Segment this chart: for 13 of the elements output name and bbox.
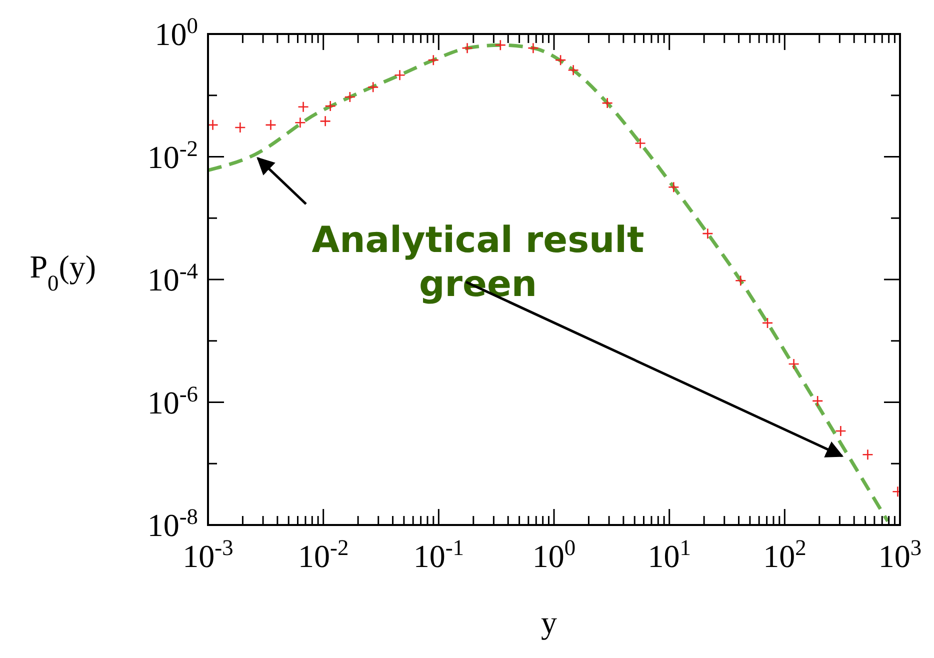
- y-tick-label: 10$^{-4}$: [147, 258, 198, 298]
- x-tick-label: 10$^{-2}$: [298, 534, 349, 574]
- x-axis-title: y: [541, 604, 557, 640]
- x-tick-label: 10$^{2}$: [763, 534, 806, 574]
- x-tick-label: 10$^{0}$: [532, 534, 576, 574]
- x-tick-label: 10$^{1}$: [648, 534, 691, 574]
- y-axis-title: P$_{0}$(y): [30, 248, 96, 295]
- y-tick-label: 10$^{-2}$: [147, 135, 198, 175]
- y-tick-label: 10$^{0}$: [154, 12, 198, 52]
- annotation: Analytical result green: [312, 220, 644, 305]
- y-tick-label: 10$^{-6}$: [147, 380, 198, 420]
- x-tick-label: 10$^{3}$: [878, 534, 922, 574]
- x-tick-label: 10$^{-1}$: [413, 534, 464, 574]
